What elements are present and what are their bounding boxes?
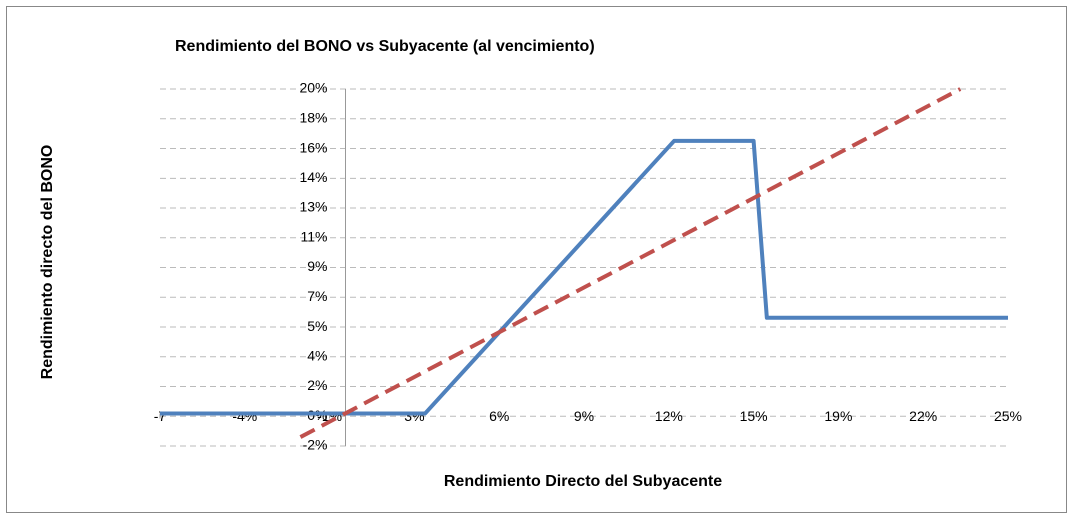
x-tick-label: 22% <box>909 408 937 424</box>
x-tick-label: 25% <box>994 408 1022 424</box>
x-tick-label: 19% <box>824 408 852 424</box>
y-tick-label: 7% <box>307 288 327 304</box>
y-tick-label: 9% <box>307 258 327 274</box>
y-tick-label: 14% <box>299 169 327 185</box>
y-tick-label: 2% <box>307 377 327 393</box>
y-tick-label: 20% <box>299 80 327 96</box>
x-tick-label: 15% <box>740 408 768 424</box>
y-axis-label: Rendimiento directo del BONO <box>39 145 56 380</box>
series-line <box>160 138 1008 416</box>
x-tick-label: -7 <box>154 408 167 424</box>
chart-title: Rendimiento del BONO vs Subyacente (al v… <box>175 38 595 55</box>
x-tick-label: 6% <box>489 408 509 424</box>
x-tick-label: 12% <box>655 408 683 424</box>
x-tick-label: -4% <box>232 408 257 424</box>
x-tick-label: 3% <box>404 408 424 424</box>
x-axis-label: Rendimiento Directo del Subyacente <box>444 473 722 490</box>
x-tick-label: 9% <box>574 408 594 424</box>
y-tick-label: 5% <box>307 318 327 334</box>
series-line <box>299 87 962 439</box>
y-tick-label: 4% <box>307 347 327 363</box>
y-tick-label: 13% <box>299 199 327 215</box>
y-tick-label: -2% <box>303 437 328 453</box>
chart-border <box>6 6 1067 513</box>
y-tick-label: 18% <box>299 109 327 125</box>
y-tick-label: 16% <box>299 139 327 155</box>
y-tick-label: 11% <box>301 229 328 245</box>
